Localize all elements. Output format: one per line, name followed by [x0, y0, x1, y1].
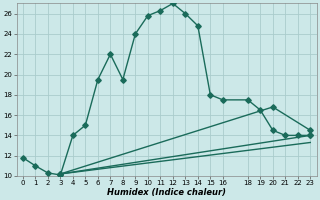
X-axis label: Humidex (Indice chaleur): Humidex (Indice chaleur) [107, 188, 226, 197]
